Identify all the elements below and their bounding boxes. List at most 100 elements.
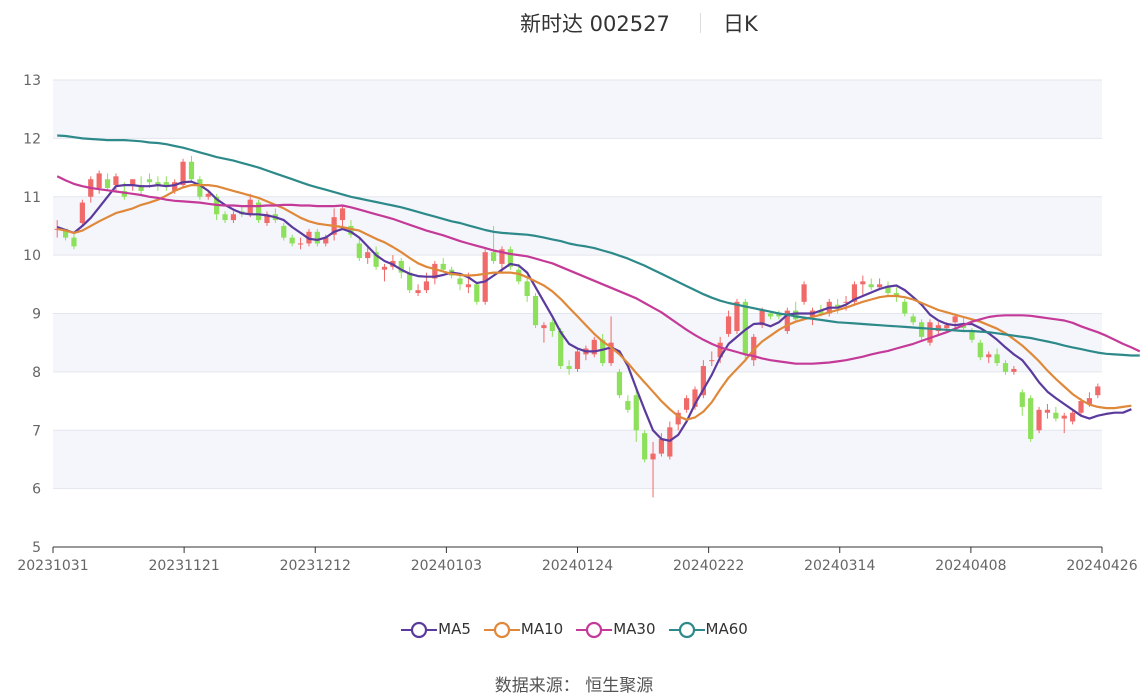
candle <box>650 441 656 498</box>
candle-body <box>365 252 371 259</box>
candle <box>851 281 858 305</box>
candle <box>1002 360 1009 375</box>
candle-body <box>172 182 178 191</box>
candle <box>1095 383 1101 399</box>
candle-body <box>71 237 77 247</box>
legend-item-ma60[interactable]: MA60 <box>668 620 748 639</box>
legend-label: MA30 <box>613 620 656 639</box>
candle-body <box>742 301 748 355</box>
candle-body <box>784 310 790 332</box>
candle-body <box>1086 398 1093 404</box>
candle <box>1053 406 1059 422</box>
candle <box>1044 403 1051 419</box>
candle <box>482 249 488 305</box>
y-tick-label: 6 <box>32 482 41 498</box>
candle-body <box>877 284 883 288</box>
candle-body <box>1070 412 1076 422</box>
candle <box>104 173 111 191</box>
candle <box>927 319 933 346</box>
candle-body <box>1095 386 1101 396</box>
candle <box>138 176 144 194</box>
candle <box>910 313 916 326</box>
candle-body <box>683 398 690 410</box>
candle-body <box>558 331 564 367</box>
candle <box>297 237 304 250</box>
legend-item-ma5[interactable]: MA5 <box>400 620 471 639</box>
candle-body <box>205 193 211 197</box>
candle-body <box>348 225 354 235</box>
candle-body <box>482 252 488 302</box>
candle-body <box>776 313 782 317</box>
candle-body <box>104 179 111 188</box>
candle <box>616 368 623 399</box>
candle-body <box>650 453 656 460</box>
candle <box>289 234 295 247</box>
legend-label: MA5 <box>438 620 471 639</box>
candle <box>1011 366 1017 375</box>
candle <box>683 395 690 413</box>
candle-body <box>121 190 127 197</box>
candle <box>994 348 1000 367</box>
candle-body <box>952 316 958 323</box>
candle-body <box>297 243 304 245</box>
candle <box>986 351 992 364</box>
candle-body <box>851 284 858 302</box>
candle <box>675 409 681 431</box>
candle <box>893 287 899 302</box>
stock-name: 新时达 002527 <box>520 12 670 36</box>
legend-item-ma30[interactable]: MA30 <box>575 620 656 639</box>
legend-marker-icon <box>668 621 705 638</box>
x-tick-label: 20231031 <box>17 558 88 574</box>
candle <box>440 258 446 273</box>
candle <box>524 275 530 302</box>
legend-item-ma10[interactable]: MA10 <box>483 620 563 639</box>
candle-body <box>977 342 983 358</box>
candle <box>373 246 379 270</box>
candle-body <box>264 214 270 224</box>
y-tick-label: 7 <box>32 423 41 439</box>
y-tick-label: 5 <box>32 540 41 556</box>
candle-body <box>457 278 463 285</box>
candle-body <box>188 161 195 180</box>
candle-body <box>356 243 362 259</box>
candle-body <box>675 412 681 425</box>
candle <box>902 298 908 317</box>
ma10-line <box>56 184 1132 421</box>
candle-body <box>323 237 329 244</box>
candle <box>574 348 581 372</box>
x-tick-label: 20231212 <box>280 558 351 574</box>
candle-body <box>860 281 866 285</box>
title-divider <box>700 13 701 33</box>
candle-body <box>490 252 497 261</box>
candle-body <box>734 301 740 332</box>
candle <box>365 246 371 264</box>
candle-body <box>314 231 320 244</box>
candle-body <box>381 266 388 270</box>
candle-body <box>927 322 933 343</box>
candle-body <box>667 427 673 457</box>
ma30-line <box>56 175 1141 365</box>
legend-marker-icon <box>483 621 520 638</box>
candle-body <box>541 325 547 329</box>
candle <box>642 430 648 463</box>
candle-body <box>574 351 581 369</box>
candle-body <box>918 322 925 337</box>
candle-body <box>885 287 891 294</box>
candle-body <box>281 225 287 238</box>
candle-body <box>432 263 438 279</box>
candle <box>155 176 161 191</box>
candle-body <box>767 313 774 317</box>
candle <box>339 205 346 229</box>
candle <box>230 211 237 224</box>
candle <box>591 336 597 358</box>
candle-body <box>96 173 102 188</box>
candle-body <box>633 395 639 431</box>
candle <box>256 199 262 224</box>
candle-body <box>868 284 874 288</box>
candle <box>314 228 320 247</box>
legend-marker-icon <box>401 621 438 638</box>
candle <box>113 173 119 191</box>
candle-body <box>415 290 421 294</box>
candle-body <box>407 272 413 291</box>
legend-label: MA60 <box>705 620 748 639</box>
